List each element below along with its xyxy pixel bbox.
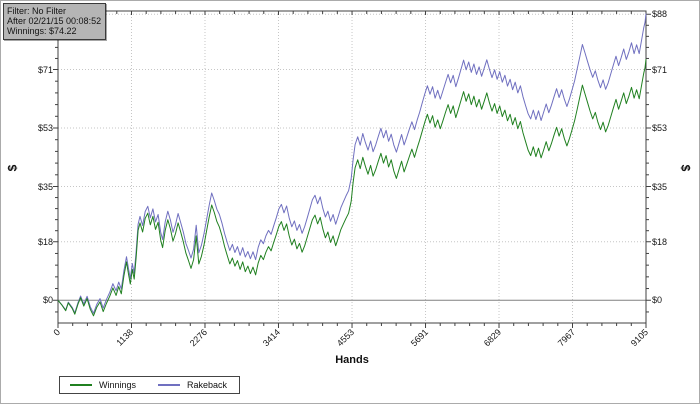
- filter-info-box: Filter: No Filter After 02/21/15 00:08:5…: [3, 3, 107, 40]
- legend-item-winnings[interactable]: Winnings: [70, 380, 136, 390]
- y-tick-label-right: $18: [652, 236, 668, 247]
- y-axis-title-right: $: [678, 164, 693, 172]
- y-axis-title-left: $: [5, 164, 20, 172]
- y-tick-label-right: $88: [652, 9, 668, 20]
- y-tick-label-left: $18: [37, 236, 53, 247]
- y-tick-label-right: $35: [652, 181, 668, 192]
- y-tick-label-left: $53: [37, 123, 53, 133]
- rakeback-line-swatch: [158, 384, 181, 386]
- y-tick-label-left: $35: [37, 181, 53, 192]
- y-tick-label-right: $71: [652, 64, 668, 75]
- x-axis-title: Hands: [335, 354, 369, 366]
- y-tick-label-left: $71: [37, 64, 53, 75]
- legend-label-rakeback: Rakeback: [187, 380, 228, 390]
- winnings-total-text: Winnings: $74.22: [7, 26, 77, 36]
- legend-item-rakeback[interactable]: Rakeback: [158, 380, 227, 390]
- filter-text: Filter: No Filter: [7, 6, 67, 16]
- legend-label-winnings: Winnings: [99, 380, 137, 390]
- legend: Winnings Rakeback: [59, 376, 241, 394]
- winnings-line-swatch: [70, 384, 92, 386]
- after-date-text: After 02/21/15 00:08:52: [7, 16, 102, 26]
- y-tick-label-right: $0: [652, 295, 663, 306]
- y-tick-label-left: $0: [42, 295, 53, 306]
- y-tick-label-right: $53: [652, 123, 668, 133]
